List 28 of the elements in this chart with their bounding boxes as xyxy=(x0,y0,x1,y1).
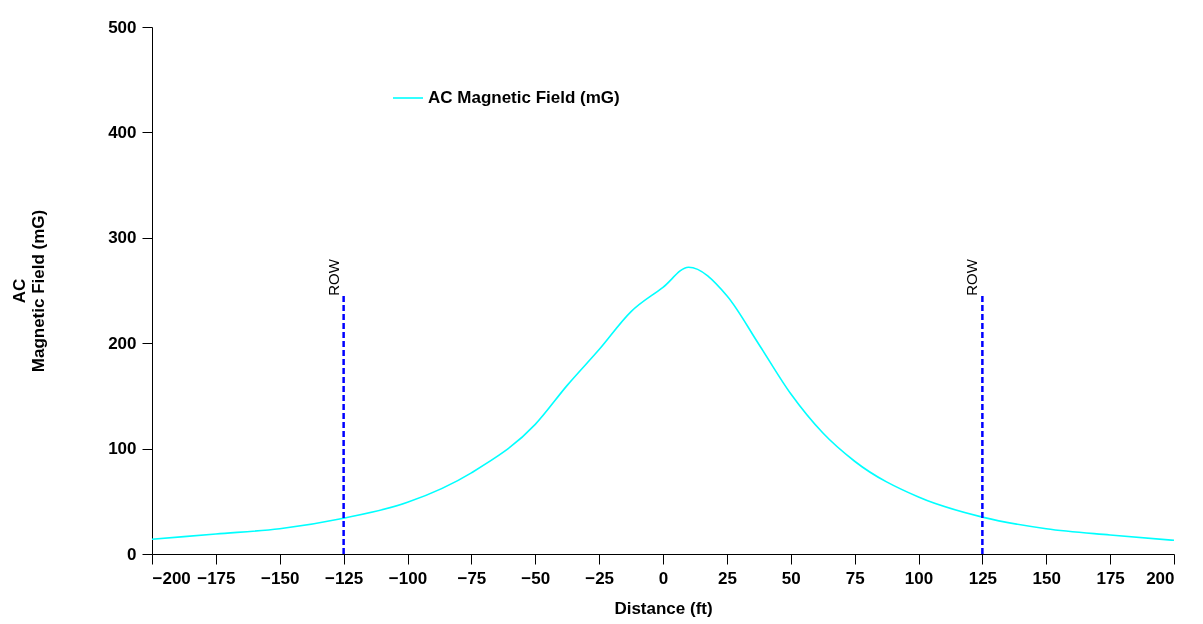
x-tick-label: 100 xyxy=(904,568,934,588)
x-tick-label: 75 xyxy=(845,568,865,588)
x-tick-label: 175 xyxy=(1096,568,1125,588)
x-tick-label: 200 xyxy=(1146,568,1175,588)
x-tick-label: −75 xyxy=(457,568,487,588)
x-tick-label: −150 xyxy=(261,568,300,588)
ref-line-label: ROW xyxy=(324,258,342,296)
x-axis-title: Distance (ft) xyxy=(614,598,713,618)
x-tick-label: 125 xyxy=(968,568,998,588)
y-tick-label: 500 xyxy=(108,17,137,37)
x-tick-label: −25 xyxy=(585,568,615,588)
x-tick-label: −200 xyxy=(152,568,191,588)
y-axis-title: AC Magnetic Field (mG) xyxy=(10,209,49,373)
y-tick-label: 0 xyxy=(127,544,137,564)
legend-label: AC Magnetic Field (mG) xyxy=(428,88,620,107)
y-tick-label: 100 xyxy=(108,439,137,459)
x-tick-label: −100 xyxy=(388,568,428,588)
y-tick-label: 400 xyxy=(108,122,137,142)
x-tick-label: −50 xyxy=(521,568,551,588)
y-tick-label: 200 xyxy=(108,333,137,353)
x-tick-label: 0 xyxy=(658,568,669,588)
y-tick-label: 300 xyxy=(108,228,137,248)
x-tick-label: 25 xyxy=(717,568,737,588)
ref-line-label: ROW xyxy=(963,258,981,296)
x-tick-label: −175 xyxy=(197,568,236,588)
x-tick-label: 150 xyxy=(1032,568,1061,588)
x-tick-label: −125 xyxy=(324,568,364,588)
x-tick-label: 50 xyxy=(781,568,801,588)
